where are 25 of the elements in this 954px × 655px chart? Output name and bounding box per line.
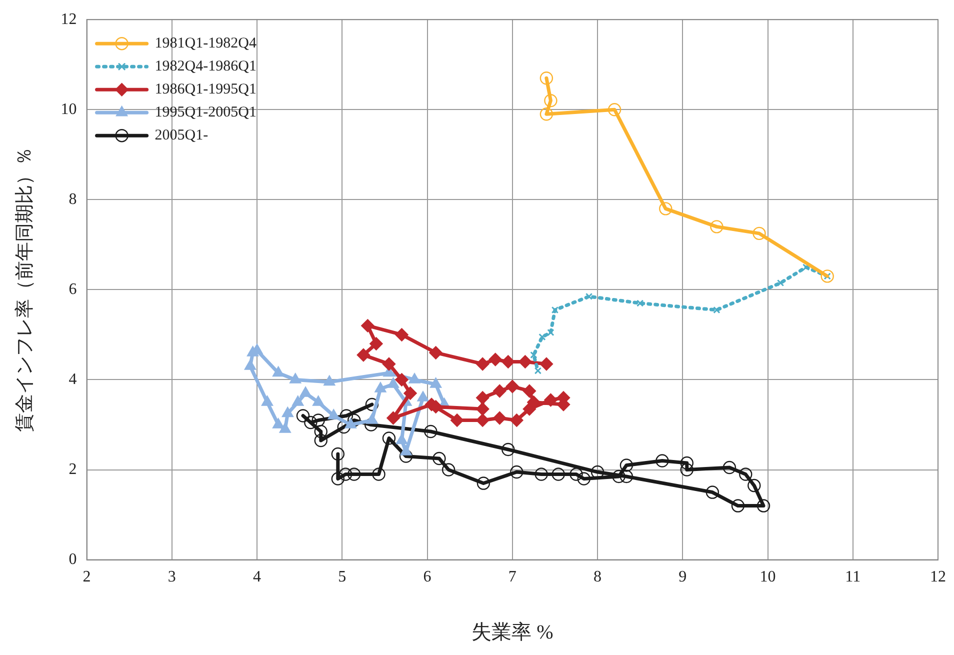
x-tick-label: 11 [845, 568, 861, 586]
x-tick-label: 12 [930, 568, 946, 586]
legend-label: 1986Q1-1995Q1 [154, 82, 256, 98]
legend-label: 2005Q1- [154, 128, 208, 144]
x-tick-label: 6 [423, 568, 432, 586]
y-tick-label: 0 [68, 551, 77, 568]
x-tick-label: 3 [168, 568, 176, 586]
x-tick-label: 2 [82, 568, 91, 586]
x-tick-label: 10 [760, 568, 776, 586]
x-tick-label: 7 [508, 568, 516, 586]
x-tick-label: 5 [338, 568, 346, 586]
x-tick-label: 8 [594, 568, 602, 586]
legend-label: 1982Q4-1986Q1 [154, 58, 256, 75]
y-tick-label: 2 [68, 460, 77, 478]
legend-label: 1995Q1-2005Q1 [154, 104, 256, 121]
legend-label: 1981Q1-1982Q4 [154, 36, 257, 52]
y-axis-title: 賃金インフレ率（前年同期比）％ [13, 147, 36, 432]
x-axis-title: 失業率 % [472, 621, 554, 644]
y-tick-label: 4 [68, 370, 77, 388]
y-tick-label: 12 [60, 10, 77, 28]
y-tick-label: 6 [68, 280, 77, 298]
x-tick-label: 4 [253, 568, 262, 586]
y-tick-label: 10 [60, 100, 77, 118]
x-tick-label: 9 [678, 568, 687, 586]
y-tick-label: 8 [68, 190, 77, 208]
